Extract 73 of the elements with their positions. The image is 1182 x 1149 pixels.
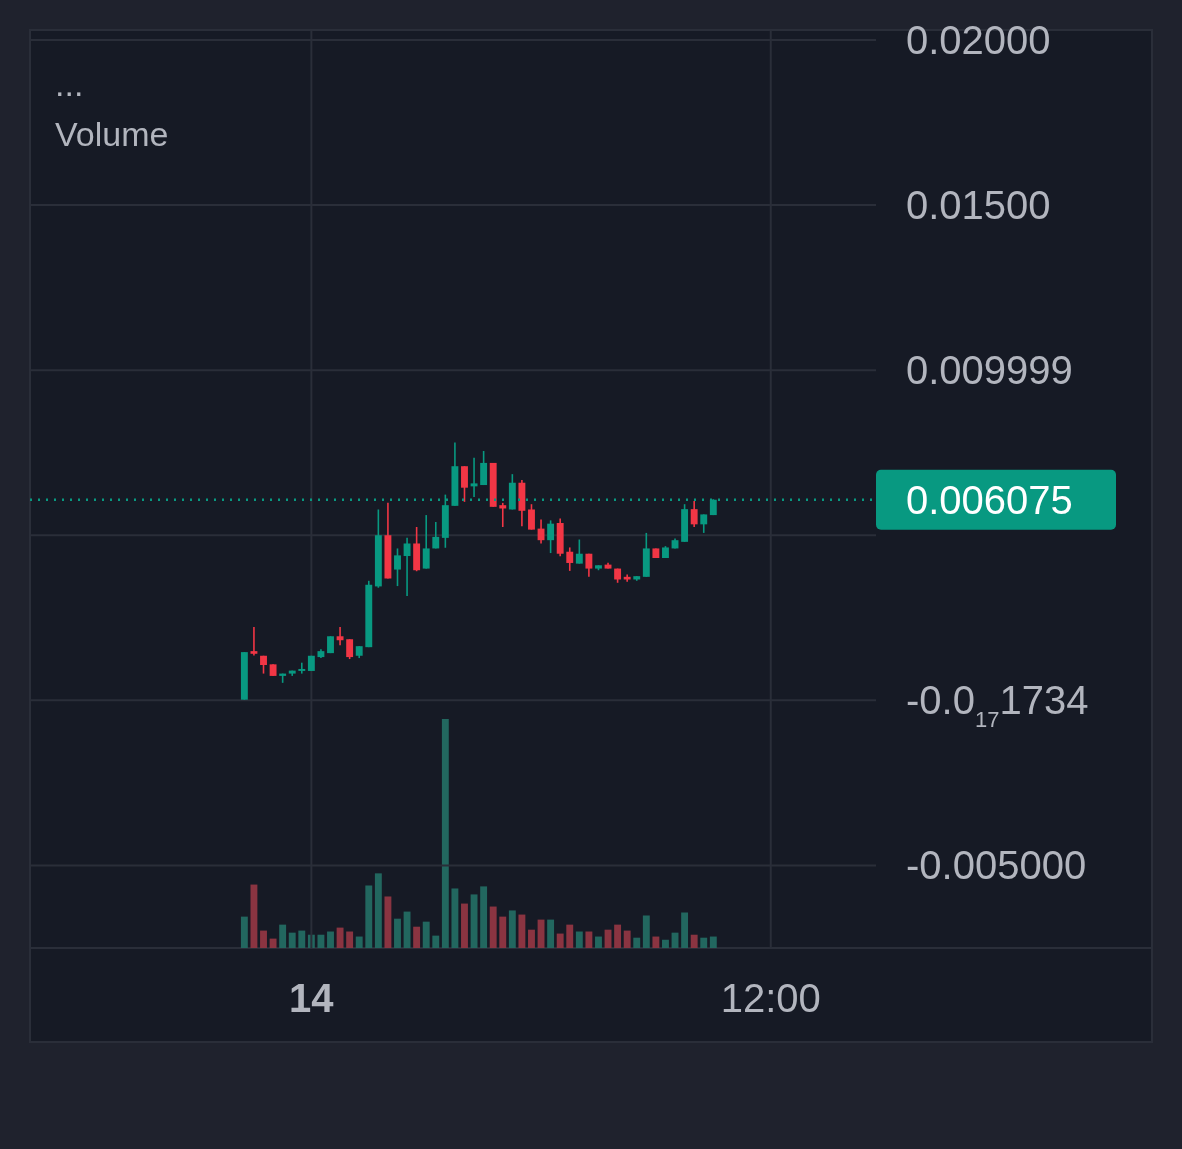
candlestick (470, 456, 478, 498)
bar (556, 933, 564, 948)
bar (240, 916, 248, 948)
bar (327, 931, 334, 948)
bar (690, 934, 698, 948)
bar (528, 929, 535, 948)
bar (394, 918, 401, 948)
bar (681, 912, 689, 948)
candlestick (298, 661, 306, 675)
candlestick (528, 503, 535, 531)
bar (585, 931, 593, 948)
bar (279, 924, 287, 948)
bar (623, 930, 631, 948)
text: ... (55, 65, 84, 103)
candlestick (461, 465, 468, 503)
bar (422, 921, 430, 948)
bar (260, 930, 267, 948)
y-tick-label: -0.0$_{17}$1734 (906, 678, 1089, 732)
bar (614, 924, 622, 948)
bar (336, 927, 344, 948)
candlestick (700, 513, 708, 534)
y-tick-label: 0.02000 (906, 17, 1051, 62)
bar (575, 931, 583, 948)
chart-title: Volume (55, 115, 169, 153)
bar (595, 936, 602, 948)
candlestick (690, 500, 698, 528)
y-tick-label: 0.01500 (906, 183, 1051, 228)
bar (709, 936, 717, 948)
bar (250, 884, 258, 948)
candlestick (394, 547, 401, 587)
bar (662, 939, 669, 948)
bar (298, 930, 306, 948)
bar (451, 888, 459, 948)
candlestick (250, 626, 258, 657)
y-tick-label: 0.009999 (906, 348, 1073, 393)
bar (355, 936, 363, 948)
bar (374, 873, 382, 948)
bar (346, 931, 354, 948)
candlestick (432, 521, 440, 550)
candlestick (480, 450, 488, 486)
y-tick-label: -0.005000 (906, 843, 1087, 888)
candlestick (566, 546, 574, 572)
bar (461, 903, 468, 948)
bar (652, 936, 660, 948)
candlestick (422, 514, 430, 570)
candlestick (547, 519, 555, 554)
candlestick (403, 537, 411, 597)
ref-line-label: 0.006075 (906, 477, 1073, 522)
bar (480, 886, 488, 948)
bar (700, 937, 708, 948)
bar (317, 934, 325, 948)
bar (508, 910, 516, 948)
candlestick (499, 502, 507, 528)
bar (432, 935, 440, 948)
candlestick (346, 638, 354, 660)
bar (489, 906, 497, 948)
bar (633, 937, 641, 948)
bar (384, 896, 392, 948)
x-tick-label: 12:00 (720, 976, 821, 1020)
bar (518, 914, 526, 948)
bar (403, 911, 411, 948)
bar (547, 919, 555, 948)
bar (642, 915, 650, 948)
bar (499, 916, 507, 948)
bar (441, 719, 449, 948)
bar (365, 885, 373, 948)
candlestick (336, 626, 344, 646)
bar (566, 924, 574, 948)
candlestick (575, 538, 583, 565)
bar (288, 932, 296, 948)
x-tick-label: 14 (289, 976, 335, 1020)
bar (413, 926, 421, 948)
bar (269, 938, 277, 948)
